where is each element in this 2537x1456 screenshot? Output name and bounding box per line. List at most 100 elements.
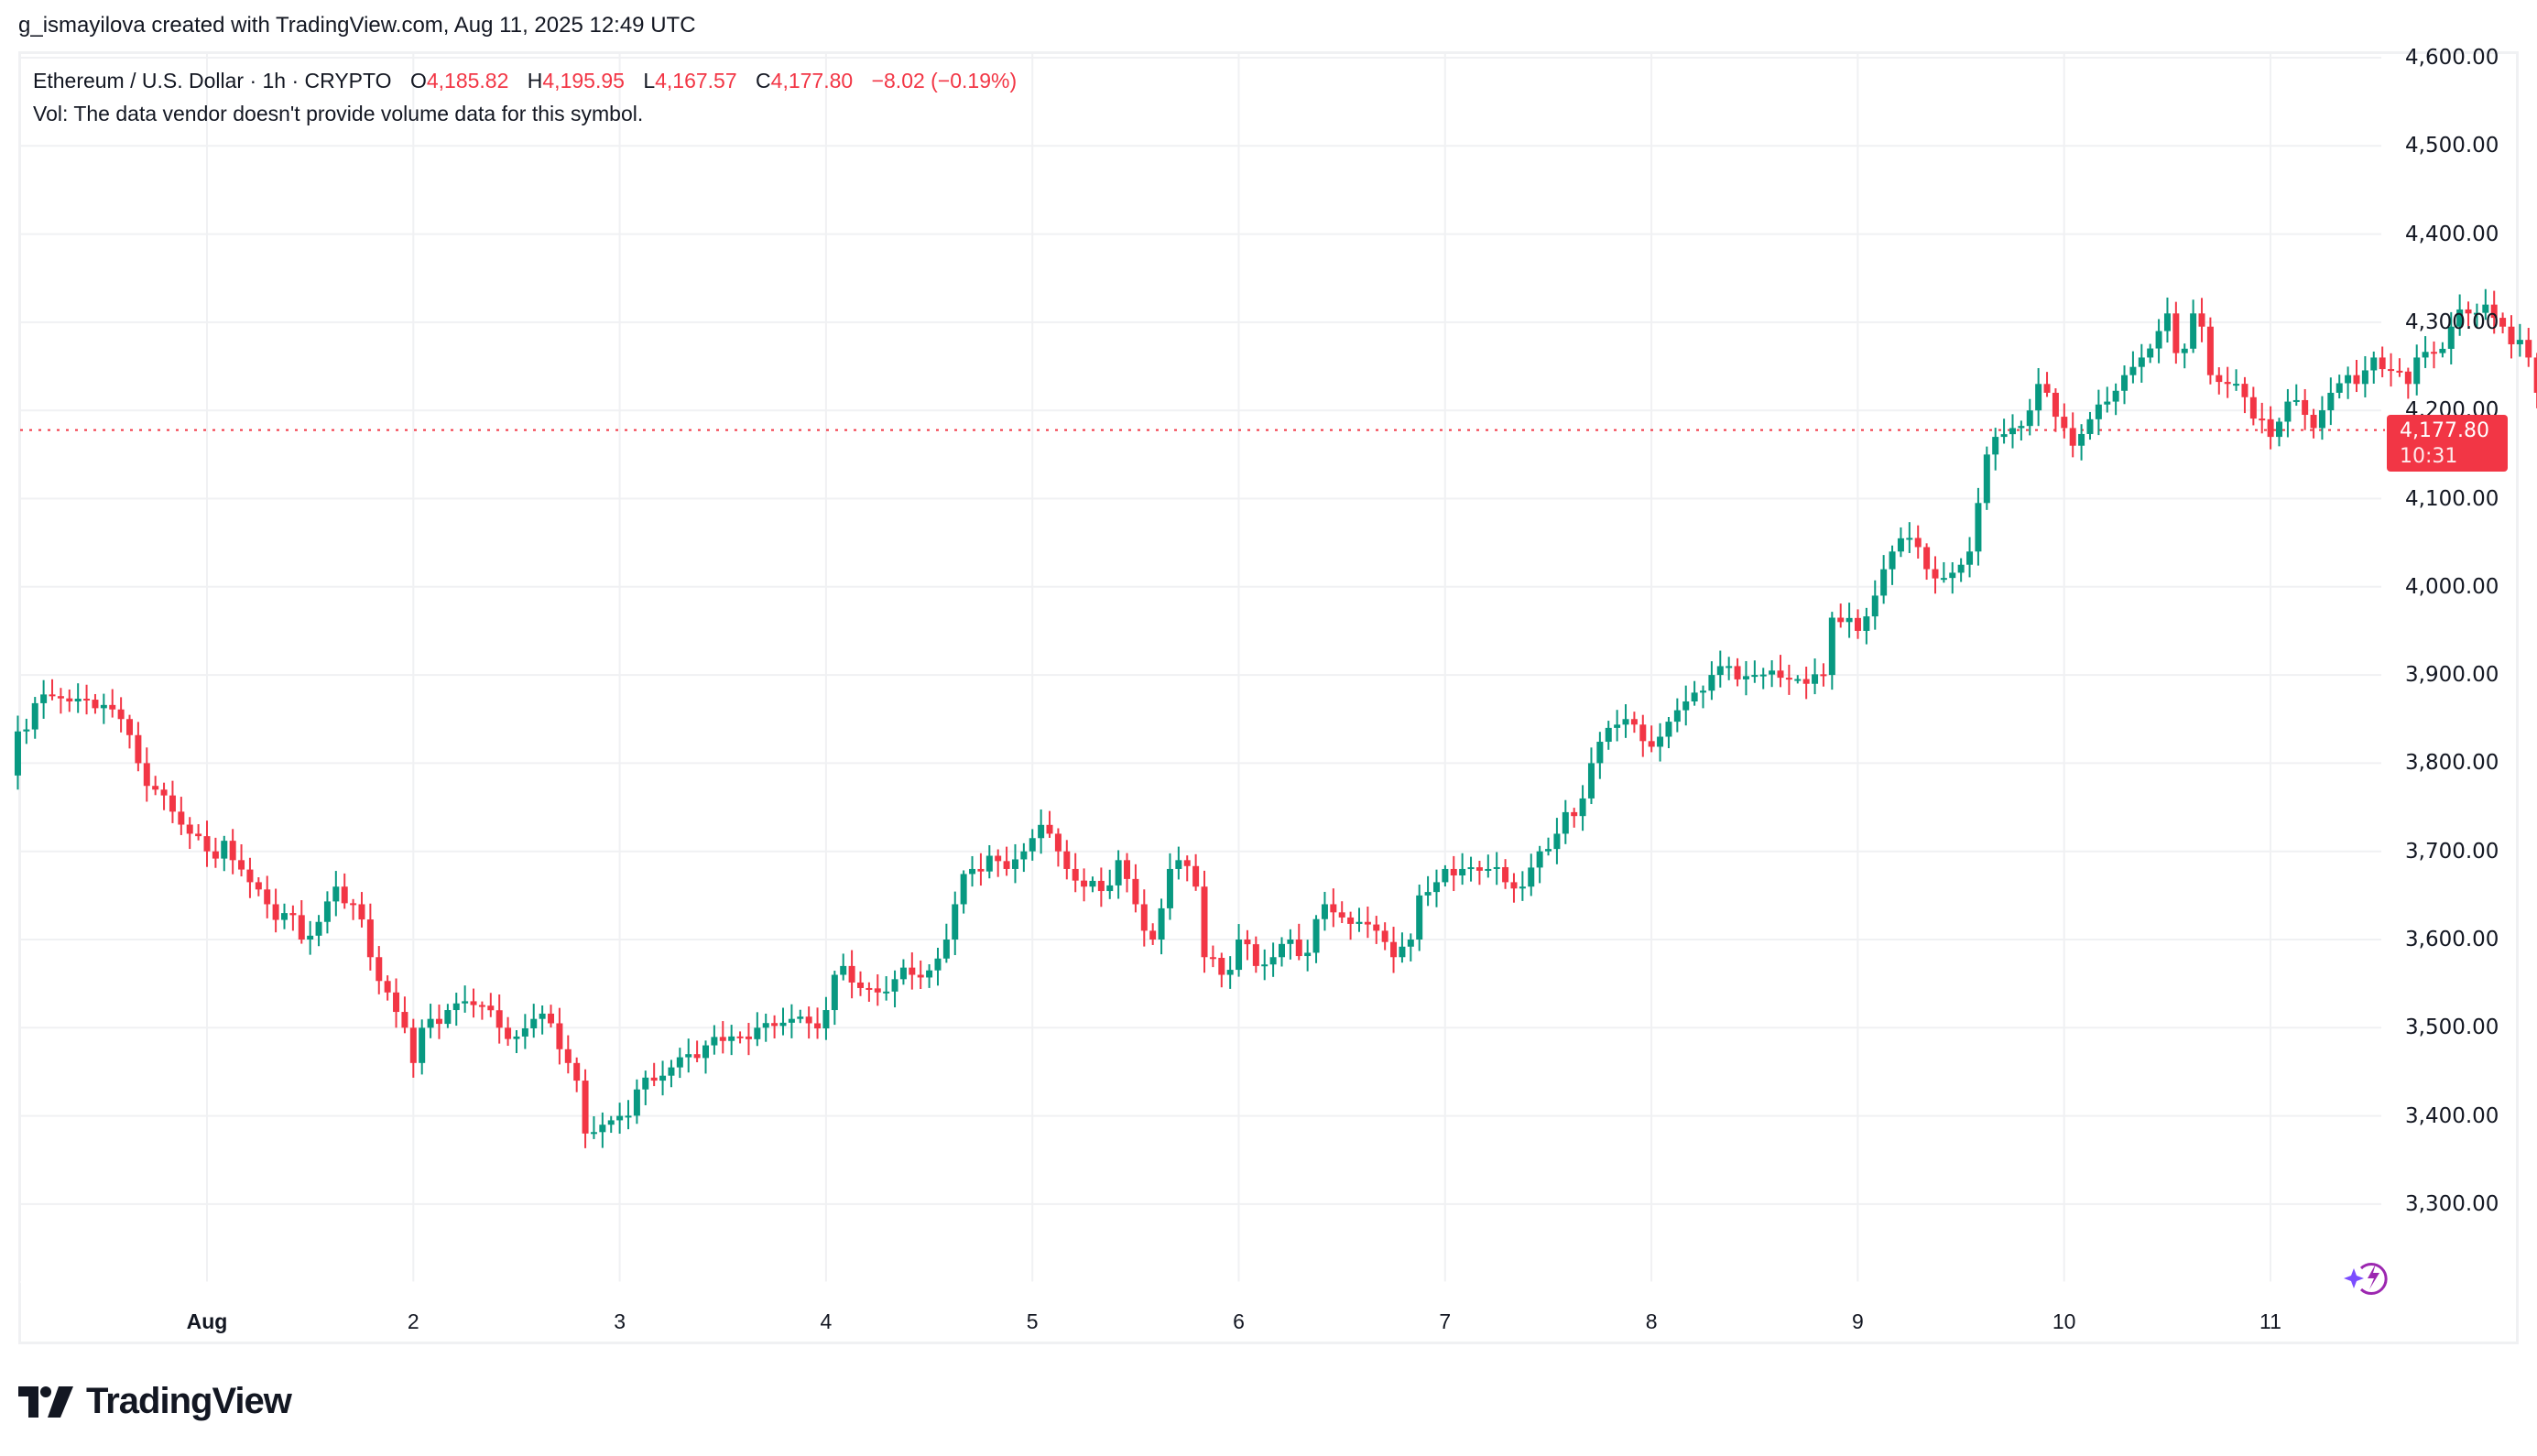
candle-down bbox=[350, 903, 357, 906]
change-value: −8.02 (−0.19%) bbox=[871, 69, 1018, 92]
candle-up bbox=[659, 1075, 667, 1081]
candle-countdown: 10:31 bbox=[2400, 445, 2458, 468]
candle-up bbox=[1304, 952, 1312, 957]
candle-up bbox=[668, 1067, 675, 1076]
candle-up bbox=[1536, 851, 1543, 868]
candle-down bbox=[995, 855, 1002, 862]
candle-down bbox=[564, 1049, 572, 1063]
candle-up bbox=[315, 921, 322, 936]
candle-up bbox=[1261, 964, 1268, 967]
candle-up bbox=[1665, 722, 1672, 737]
high-label: H bbox=[527, 69, 543, 92]
candle-up bbox=[31, 702, 38, 730]
candle-down bbox=[856, 982, 864, 988]
candle-up bbox=[960, 874, 967, 905]
candle-up bbox=[711, 1037, 718, 1046]
candle-up bbox=[539, 1013, 546, 1019]
candle-down bbox=[109, 704, 116, 710]
candle-down bbox=[719, 1037, 726, 1041]
candle-down bbox=[66, 698, 73, 701]
candle-up bbox=[1279, 943, 1285, 958]
candle-up bbox=[1312, 918, 1320, 953]
candle-down bbox=[2404, 371, 2412, 385]
candle-down bbox=[2379, 357, 2386, 370]
candle-up bbox=[2155, 331, 2162, 349]
candle-down bbox=[505, 1027, 512, 1039]
candle-down bbox=[1734, 666, 1741, 679]
last-price-tag: 4,177.80 10:31 bbox=[2387, 415, 2508, 472]
candle-up bbox=[2095, 404, 2102, 419]
candle-up bbox=[1399, 946, 1406, 958]
symbol-title[interactable]: Ethereum / U.S. Dollar · 1h · CRYPTO bbox=[33, 69, 392, 92]
candle-up bbox=[530, 1018, 538, 1028]
candle-down bbox=[1295, 940, 1302, 957]
time-tick-label: 9 bbox=[1851, 1309, 1864, 1333]
candle-down bbox=[1914, 538, 1922, 548]
candle-up bbox=[1657, 736, 1664, 747]
candle-up bbox=[1700, 690, 1707, 693]
candle-up bbox=[934, 958, 942, 971]
candle-down bbox=[771, 1023, 779, 1027]
candle-down bbox=[1932, 569, 1939, 579]
candle-up bbox=[762, 1023, 769, 1028]
volume-note: Vol: The data vendor doesn't provide vol… bbox=[33, 102, 644, 125]
candle-down bbox=[2353, 375, 2360, 385]
ai-assistant-icon[interactable] bbox=[2341, 1253, 2392, 1302]
candle-down bbox=[264, 889, 271, 905]
candle-up bbox=[2018, 426, 2025, 429]
candle-down bbox=[2490, 304, 2498, 319]
candle-down bbox=[573, 1062, 581, 1081]
candle-up bbox=[2078, 433, 2085, 446]
candle-up bbox=[883, 991, 890, 994]
candle-up bbox=[2422, 352, 2429, 358]
candle-down bbox=[366, 919, 374, 958]
candle-up bbox=[797, 1016, 804, 1019]
candle-up bbox=[2190, 313, 2197, 349]
candle-down bbox=[401, 1012, 408, 1028]
time-tick-label: 6 bbox=[1233, 1309, 1245, 1333]
low-value: 4,167.57 bbox=[655, 69, 737, 92]
candle-down bbox=[49, 694, 56, 697]
candle-up bbox=[1897, 538, 1904, 552]
candle-down bbox=[917, 974, 924, 978]
candle-down bbox=[1209, 957, 1216, 960]
candle-down bbox=[977, 868, 985, 872]
candle-down bbox=[848, 965, 855, 983]
tradingview-logo[interactable]: TradingView bbox=[18, 1381, 292, 1422]
candle-down bbox=[376, 957, 383, 982]
candle-up bbox=[1992, 437, 1999, 455]
candle-up bbox=[2163, 313, 2171, 331]
candle-up bbox=[702, 1045, 710, 1059]
candle-down bbox=[2259, 418, 2266, 421]
candle-down bbox=[1364, 921, 1371, 925]
candle-down bbox=[1140, 904, 1148, 931]
candle-down bbox=[814, 1023, 822, 1029]
candle-up bbox=[1287, 940, 1294, 944]
candle-up bbox=[307, 935, 314, 940]
price-tick-label: 4,500.00 bbox=[2405, 134, 2499, 158]
candle-up bbox=[2361, 370, 2368, 385]
candle-down bbox=[1046, 824, 1053, 834]
candle-down bbox=[186, 824, 193, 834]
candle-up bbox=[2138, 357, 2145, 367]
candle-up bbox=[728, 1036, 735, 1041]
price-tick-label: 4,400.00 bbox=[2405, 222, 2499, 246]
candle-up bbox=[840, 965, 847, 975]
candle-up bbox=[1553, 833, 1561, 850]
candle-down bbox=[203, 836, 211, 852]
candle-down bbox=[1149, 930, 1157, 940]
candle-down bbox=[2525, 340, 2532, 358]
candle-up bbox=[1115, 860, 1122, 886]
candle-up bbox=[1442, 868, 1449, 883]
candle-down bbox=[435, 1018, 442, 1025]
candle-up bbox=[1708, 675, 1715, 691]
candle-down bbox=[1502, 866, 1509, 883]
candle-down bbox=[1854, 617, 1861, 631]
candle-down bbox=[169, 795, 176, 812]
candle-down bbox=[2224, 382, 2231, 385]
candle-down bbox=[2499, 318, 2507, 327]
candle-down bbox=[2052, 392, 2059, 418]
candle-up bbox=[1106, 885, 1114, 892]
candle-up bbox=[1356, 921, 1363, 924]
